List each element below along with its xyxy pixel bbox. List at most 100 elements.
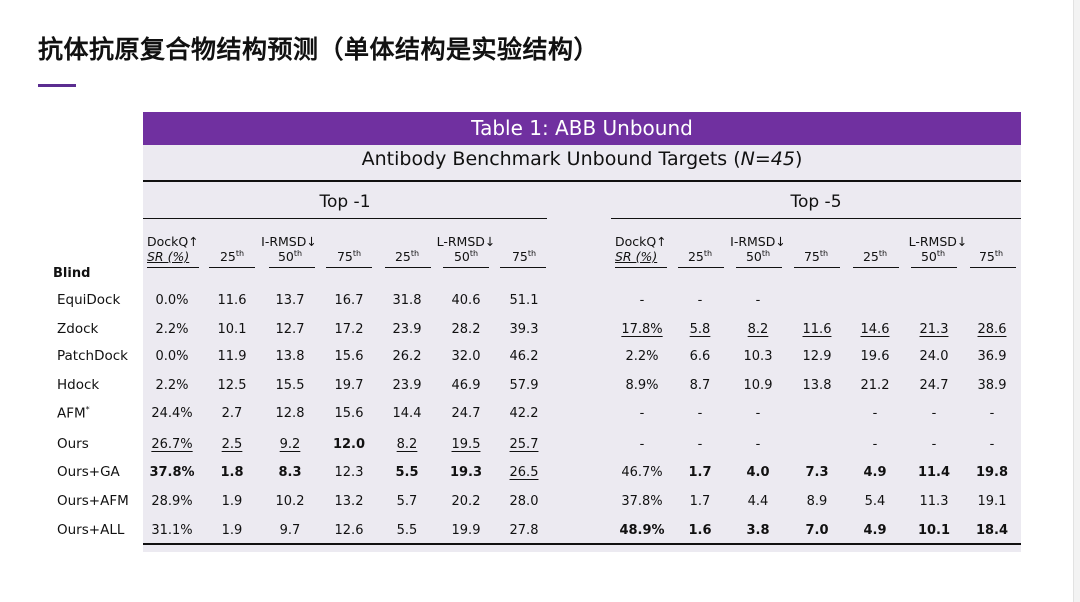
table-cell: 4.4 [747, 494, 769, 509]
table-cell: 8.3 [278, 465, 302, 480]
table-cell: 19.6 [860, 349, 890, 364]
table-cell: 24.7 [919, 378, 949, 393]
table-cell: 37.8% [621, 494, 663, 509]
table-cell: 0.0% [155, 349, 189, 364]
table-cell: - [697, 293, 703, 308]
table-cell: 40.6 [451, 293, 481, 308]
blind-label: Blind [53, 266, 91, 281]
table-cell: - [872, 437, 878, 452]
table-cell: 28.9% [151, 494, 193, 509]
p75-header: 75th [336, 249, 362, 265]
subrule [147, 267, 199, 268]
table-cell: 1.7 [688, 465, 712, 480]
table-cell: 19.8 [975, 465, 1009, 480]
table-cell: 57.9 [509, 378, 539, 393]
title-accent-bar [38, 84, 76, 87]
p75-header: 75th [511, 249, 537, 265]
table-cell: 2.7 [221, 406, 243, 421]
table-cell: 36.9 [977, 349, 1007, 364]
table-cell: 38.9 [977, 378, 1007, 393]
subrule [911, 267, 957, 268]
table-cell: 1.9 [221, 494, 243, 509]
table-cell: 12.5 [217, 378, 247, 393]
table-cell: 39.3 [509, 322, 539, 337]
table-banner: Table 1: ABB Unbound [143, 112, 1021, 145]
table-cell: 8.2 [396, 437, 418, 452]
table-cell: 2.2% [155, 322, 189, 337]
rule-top1 [143, 218, 547, 219]
table-cell: - [755, 406, 761, 421]
group-top5-label: Top -5 [790, 192, 842, 212]
table-cell: 19.7 [334, 378, 364, 393]
table-cell: 13.2 [334, 494, 364, 509]
table-cell: - [931, 406, 937, 421]
table-cell: 1.6 [688, 523, 712, 538]
table-cell: 10.2 [275, 494, 305, 509]
table-cell: 1.7 [689, 494, 711, 509]
table-cell: 15.6 [334, 349, 364, 364]
table-cell: 5.8 [689, 322, 711, 337]
table-cell: 28.6 [977, 322, 1007, 337]
table-cell: - [639, 437, 645, 452]
subrule [269, 267, 315, 268]
p25-header: 25th [219, 249, 245, 265]
p25-header: 25th [862, 249, 888, 265]
page-title: 抗体抗原复合物结构预测（单体结构是实验结构） [38, 35, 600, 64]
table-cell: 20.2 [451, 494, 481, 509]
table-cell: - [931, 437, 937, 452]
table-cell: - [697, 406, 703, 421]
subrule [615, 267, 667, 268]
table-cell: 19.5 [451, 437, 481, 452]
table-cell: 31.1% [151, 523, 193, 538]
table-cell: 16.7 [334, 293, 364, 308]
method-label: AFM* [57, 405, 90, 422]
table-cell: - [639, 406, 645, 421]
table-cell: 7.3 [805, 465, 829, 480]
table-cell: 19.1 [977, 494, 1007, 509]
table-cell: 46.2 [509, 349, 539, 364]
table-cell: 51.1 [509, 293, 539, 308]
table-cell: 2.2% [625, 349, 659, 364]
table-cell: 21.2 [860, 378, 890, 393]
table-cell: 4.9 [863, 523, 887, 538]
table-cell: 26.7% [151, 437, 193, 452]
subrule [443, 267, 489, 268]
table-cell: 6.6 [689, 349, 711, 364]
table-cell: 26.2 [392, 349, 422, 364]
table-cell: 9.7 [279, 523, 301, 538]
rule-top [143, 180, 1021, 182]
table-cell: 2.5 [221, 437, 243, 452]
vertical-scrollbar[interactable] [1073, 0, 1080, 602]
irmsd-header-top1: I-RMSD↓ [261, 234, 317, 249]
table-cell: 46.7% [621, 465, 663, 480]
table-cell: 3.8 [746, 523, 770, 538]
table-cell: 31.8 [392, 293, 422, 308]
dockq-header-top5: DockQ↑ SR (%) [615, 234, 667, 264]
table-cell: 8.2 [747, 322, 769, 337]
p75-header: 75th [978, 249, 1004, 265]
subrule [209, 267, 255, 268]
results-table: Table 1: ABB Unbound Antibody Benchmark … [143, 112, 1021, 552]
p75-header: 75th [803, 249, 829, 265]
table-cell: 8.9% [625, 378, 659, 393]
table-cell: 17.8% [621, 322, 663, 337]
table-cell: 12.3 [334, 465, 364, 480]
table-cell: 19.3 [449, 465, 483, 480]
table-cell: - [697, 437, 703, 452]
lrmsd-header-top1: L-RMSD↓ [436, 234, 496, 249]
method-label: Ours+AFM [57, 493, 129, 509]
table-cell: 14.6 [860, 322, 890, 337]
rule-bottom [143, 543, 1021, 545]
table-cell: - [989, 437, 995, 452]
table-cell: 13.7 [275, 293, 305, 308]
method-label: EquiDock [57, 292, 121, 308]
table-cell: 25.7 [509, 437, 539, 452]
subrule [970, 267, 1016, 268]
table-cell: 23.9 [392, 322, 422, 337]
table-cell: 13.8 [275, 349, 305, 364]
table-cell: 18.4 [975, 523, 1009, 538]
table-cell: 12.7 [275, 322, 305, 337]
table-cell: 10.9 [743, 378, 773, 393]
table-cell: 12.8 [275, 406, 305, 421]
method-label: PatchDock [57, 348, 128, 364]
